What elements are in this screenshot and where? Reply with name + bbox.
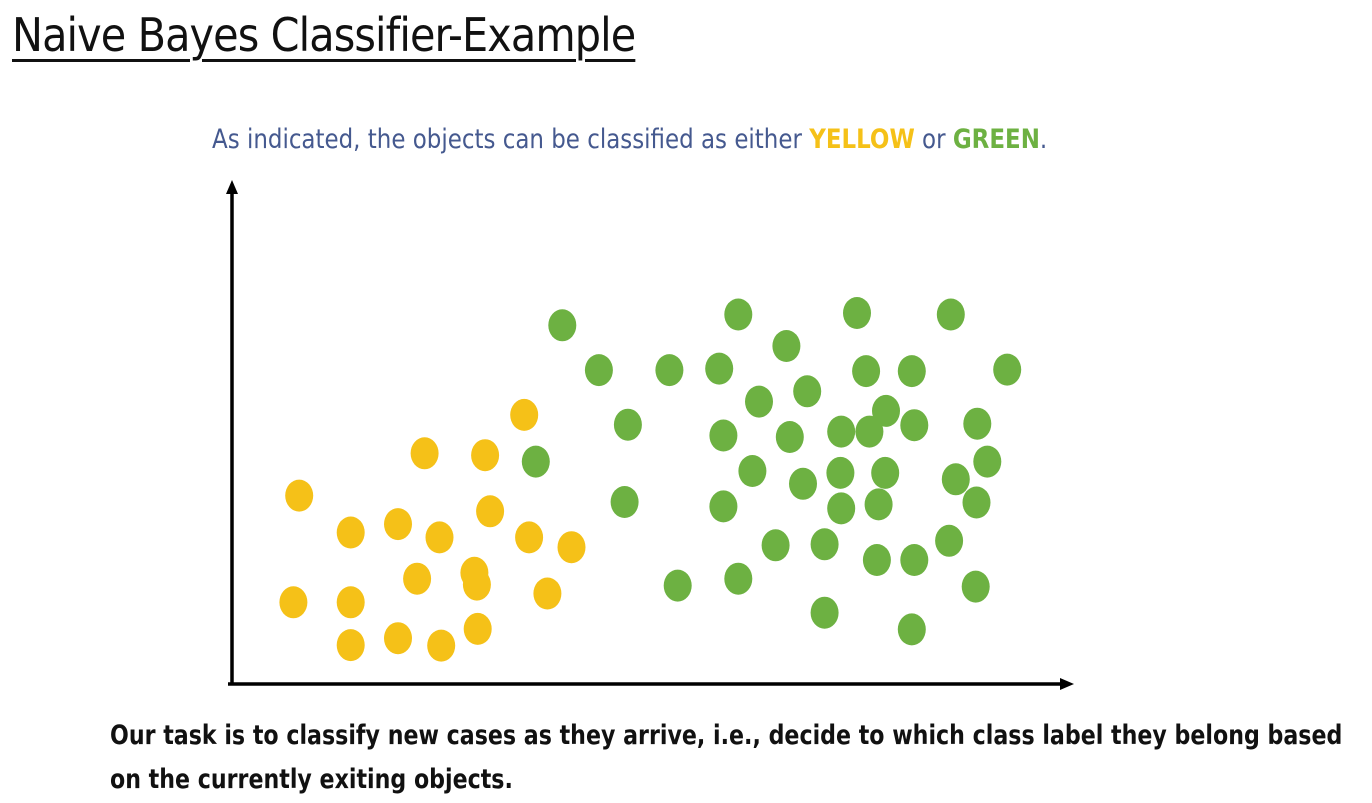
green-point-18 bbox=[775, 421, 804, 453]
yellow-point-16 bbox=[533, 577, 562, 610]
yellow-point-13 bbox=[460, 556, 489, 589]
yellow-point-6 bbox=[384, 508, 412, 541]
green-point-5 bbox=[724, 298, 753, 331]
green-point-16 bbox=[613, 408, 642, 441]
green-point-1 bbox=[548, 309, 577, 342]
green-point-40 bbox=[724, 562, 753, 595]
caption: As indicated, the objects can be classif… bbox=[212, 124, 1047, 155]
caption-green-word: GREEN bbox=[952, 124, 1040, 155]
green-point-41 bbox=[810, 596, 839, 629]
yellow-point-4 bbox=[285, 479, 314, 512]
green-point-26 bbox=[871, 456, 900, 489]
green-point-13 bbox=[993, 353, 1022, 386]
green-point-25 bbox=[789, 467, 817, 500]
green-point-4 bbox=[705, 352, 734, 385]
yellow-point-20 bbox=[463, 612, 492, 645]
green-point-15 bbox=[900, 409, 929, 442]
green-point-9 bbox=[793, 375, 822, 408]
caption-prefix: As indicated, the objects can be classif… bbox=[212, 124, 810, 155]
green-point-17 bbox=[709, 419, 738, 452]
green-point-3 bbox=[655, 354, 684, 387]
green-point-21 bbox=[963, 407, 992, 440]
green-point-37 bbox=[862, 544, 891, 576]
green-point-8 bbox=[852, 355, 881, 388]
yellow-point-17 bbox=[336, 629, 365, 662]
task-line-2: on the currently exiting objects. bbox=[110, 764, 513, 795]
yellow-point-8 bbox=[476, 495, 505, 528]
green-point-35 bbox=[810, 528, 839, 561]
caption-middle: or bbox=[914, 124, 953, 155]
yellow-point-10 bbox=[557, 531, 586, 564]
green-point-36 bbox=[761, 529, 790, 562]
caption-suffix: . bbox=[1039, 124, 1048, 155]
green-point-24 bbox=[826, 456, 855, 489]
green-point-19 bbox=[827, 415, 856, 448]
yellow-point-7 bbox=[425, 521, 454, 554]
yellow-point-15 bbox=[336, 586, 365, 619]
caption-yellow-word: YELLOW bbox=[809, 124, 915, 155]
points-layer bbox=[279, 297, 1022, 662]
green-point-6 bbox=[772, 330, 801, 362]
yellow-point-11 bbox=[403, 562, 432, 595]
green-point-14 bbox=[872, 394, 900, 427]
green-point-29 bbox=[610, 486, 639, 518]
green-point-39 bbox=[663, 569, 692, 602]
green-point-10 bbox=[745, 385, 773, 418]
y-axis-arrowhead bbox=[226, 180, 238, 194]
yellow-point-19 bbox=[427, 629, 456, 662]
yellow-point-1 bbox=[510, 398, 539, 431]
yellow-point-9 bbox=[515, 521, 544, 554]
green-point-32 bbox=[864, 488, 893, 521]
yellow-point-14 bbox=[279, 586, 308, 619]
green-point-42 bbox=[897, 613, 926, 646]
yellow-point-3 bbox=[471, 439, 500, 472]
green-point-7 bbox=[843, 297, 871, 329]
green-point-12 bbox=[936, 298, 965, 331]
x-axis-arrowhead bbox=[1060, 678, 1074, 690]
yellow-point-5 bbox=[336, 516, 365, 549]
green-point-31 bbox=[827, 492, 856, 525]
slide-title: Naive Bayes Classifier-Example bbox=[12, 8, 636, 62]
green-point-22 bbox=[973, 445, 1002, 478]
green-point-38 bbox=[900, 544, 929, 576]
green-point-2 bbox=[584, 354, 613, 387]
green-point-20 bbox=[855, 415, 884, 448]
yellow-point-18 bbox=[384, 622, 412, 655]
green-point-43 bbox=[961, 570, 990, 603]
green-point-33 bbox=[962, 486, 991, 519]
green-point-34 bbox=[935, 524, 964, 557]
green-point-27 bbox=[941, 463, 970, 496]
green-point-23 bbox=[738, 455, 767, 487]
yellow-point-2 bbox=[410, 437, 439, 470]
task-line-1: Our task is to classify new cases as the… bbox=[110, 720, 1343, 751]
green-point-28 bbox=[521, 445, 550, 478]
task-description: Our task is to classify new cases as the… bbox=[110, 714, 1343, 802]
green-point-30 bbox=[709, 490, 738, 523]
green-point-11 bbox=[897, 355, 926, 388]
